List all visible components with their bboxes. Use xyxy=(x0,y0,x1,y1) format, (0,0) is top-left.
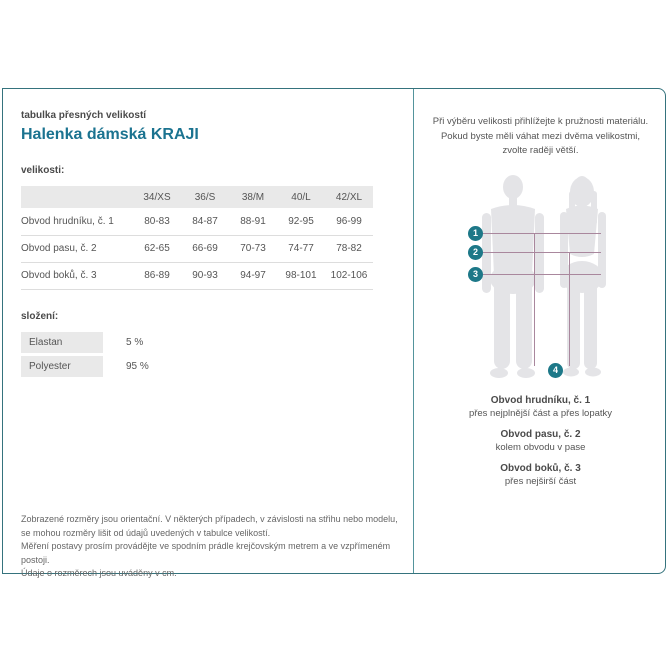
female-silhouette xyxy=(560,176,606,377)
composition-percent: 5 % xyxy=(126,337,144,348)
table-row: Obvod hrudníku, č. 1 80-83 84-87 88-91 9… xyxy=(21,208,373,236)
measure-title: Obvod hrudníku, č. 1 xyxy=(490,395,591,406)
sizes-section-label: velikosti: xyxy=(21,165,65,176)
list-item: Elastan 5 % xyxy=(21,332,221,353)
measurement-value: 88-91 xyxy=(229,208,277,236)
size-table: 34/XS 36/S 38/M 40/L 42/XL Obvod hrudník… xyxy=(21,186,373,290)
measurement-value: 94-97 xyxy=(229,262,277,290)
table-row: Obvod pasu, č. 2 62-65 66-69 70-73 74-77… xyxy=(21,235,373,263)
body-silhouettes-graphic xyxy=(475,175,606,378)
measurement-value: 78-82 xyxy=(325,235,373,263)
composition-section-label: složení: xyxy=(21,311,59,322)
composition-material: Polyester xyxy=(21,356,103,377)
measurement-value: 92-95 xyxy=(277,208,325,236)
column-divider xyxy=(413,89,414,573)
measurement-value: 102-106 xyxy=(325,262,373,290)
measurement-value: 62-65 xyxy=(133,235,181,263)
disclaimer-text: Zobrazené rozměry jsou orientační. V něk… xyxy=(21,513,407,581)
measurement-row-label: Obvod pasu, č. 2 xyxy=(21,235,133,263)
size-column-header: 40/L xyxy=(277,186,325,208)
sizing-advice-line: zvolte raději větší. xyxy=(502,145,579,156)
marker-1-badge: 1 xyxy=(468,226,483,241)
size-column-header: 36/S xyxy=(181,186,229,208)
measure-title: Obvod pasu, č. 2 xyxy=(500,429,581,440)
sizing-advice-line: Pokud byste měli váhat mezi dvěma veliko… xyxy=(440,130,641,142)
size-table-corner-cell xyxy=(21,186,133,208)
table-row: Obvod boků, č. 3 86-89 90-93 94-97 98-10… xyxy=(21,262,373,290)
measure-explanation: Obvod hrudníku, č. 1 přes nejplnější čás… xyxy=(414,394,667,420)
measurement-explanations: Obvod hrudníku, č. 1 přes nejplnější čás… xyxy=(414,394,667,496)
disclaimer-line: Údaje o rozměrech jsou uváděny v cm. xyxy=(21,568,177,578)
measure-explanation: Obvod pasu, č. 2 kolem obvodu v pase xyxy=(414,428,667,454)
male-silhouette xyxy=(482,175,544,378)
size-table-header-row: 34/XS 36/S 38/M 40/L 42/XL xyxy=(21,186,373,208)
measurement-value: 80-83 xyxy=(133,208,181,236)
marker-2-badge: 2 xyxy=(468,245,483,260)
disclaimer-line: Měření postavy prosím provádějte ve spod… xyxy=(21,541,391,565)
composition-table: Elastan 5 % Polyester 95 % xyxy=(21,332,221,380)
measurement-value: 86-89 xyxy=(133,262,181,290)
measure-description: kolem obvodu v pase xyxy=(495,442,586,453)
size-column-header: 38/M xyxy=(229,186,277,208)
size-chart-panel: tabulka přesných velikostí Halenka dámsk… xyxy=(2,88,667,578)
measurement-lines xyxy=(475,233,601,366)
measurement-value: 90-93 xyxy=(181,262,229,290)
measurement-value: 70-73 xyxy=(229,235,277,263)
table-eyebrow-label: tabulka přesných velikostí xyxy=(21,110,147,121)
measure-explanation: Obvod boků, č. 3 přes nejširší část xyxy=(414,462,667,488)
composition-material: Elastan xyxy=(21,332,103,353)
measurement-value: 96-99 xyxy=(325,208,373,236)
measurement-value: 84-87 xyxy=(181,208,229,236)
measure-description: přes nejplnější část a přes lopatky xyxy=(468,408,613,419)
body-measurement-diagram: 1 2 3 4 xyxy=(414,167,667,382)
measurement-value: 98-101 xyxy=(277,262,325,290)
measurement-row-label: Obvod boků, č. 3 xyxy=(21,262,133,290)
disclaimer-line: Zobrazené rozměry jsou orientační. V něk… xyxy=(21,514,398,524)
sizing-advice-line: Při výběru velikosti přihlížejte k pružn… xyxy=(432,116,649,127)
composition-percent: 95 % xyxy=(126,361,149,372)
marker-4-badge: 4 xyxy=(548,363,563,378)
measurement-value: 66-69 xyxy=(181,235,229,263)
product-title: Halenka dámská KRAJI xyxy=(21,126,199,143)
measurement-value: 74-77 xyxy=(277,235,325,263)
list-item: Polyester 95 % xyxy=(21,356,221,377)
measurement-row-label: Obvod hrudníku, č. 1 xyxy=(21,208,133,236)
sizing-advice-text: Při výběru velikosti přihlížejte k pružn… xyxy=(414,115,667,159)
measure-title: Obvod boků, č. 3 xyxy=(500,463,581,474)
marker-3-badge: 3 xyxy=(468,267,483,282)
size-column-header: 34/XS xyxy=(133,186,181,208)
size-column-header: 42/XL xyxy=(325,186,373,208)
measure-description: přes nejširší část xyxy=(504,476,577,487)
disclaimer-line: se mohou rozměry lišit od údajů uvedenýc… xyxy=(21,527,271,538)
